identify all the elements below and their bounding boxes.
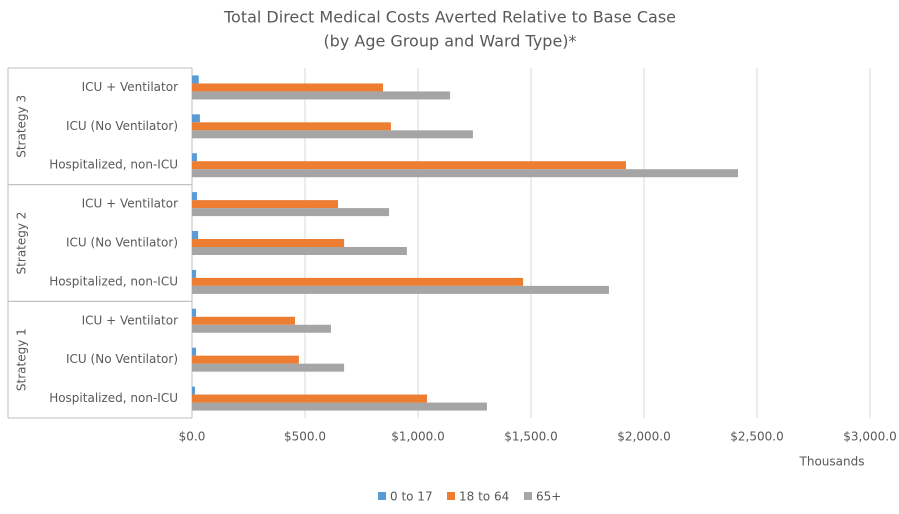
bar (192, 153, 197, 162)
bar (192, 83, 383, 92)
bar (192, 161, 626, 170)
bar (192, 192, 197, 201)
legend-label: 0 to 17 (390, 490, 433, 504)
y-tick-label: Hospitalized, non-ICU (49, 274, 178, 288)
bar (192, 394, 428, 403)
x-tick-label: $1,500.0 (504, 430, 557, 444)
bar (192, 277, 524, 286)
bar (192, 269, 197, 278)
bar (192, 355, 299, 364)
bar (192, 231, 199, 239)
bar (192, 169, 739, 178)
y-tick-label: ICU + Ventilator (82, 313, 178, 327)
bar (192, 75, 199, 84)
bar (192, 386, 195, 395)
y-tick-label: ICU (No Ventilator) (66, 236, 178, 250)
legend-swatch (524, 492, 532, 500)
bar (192, 247, 407, 255)
chart-title: Total Direct Medical Costs Averted Relat… (223, 8, 676, 27)
y-tick-label: Hospitalized, non-ICU (49, 391, 178, 405)
bar (192, 239, 345, 247)
legend-label: 65+ (536, 490, 561, 504)
bar (192, 208, 390, 217)
y-tick-label: ICU + Ventilator (82, 197, 178, 211)
bar (192, 347, 197, 356)
legend-swatch (378, 492, 386, 500)
y-tick-label: ICU + Ventilator (82, 80, 178, 94)
bar (192, 316, 296, 325)
x-tick-label: $3,000.0 (843, 430, 896, 444)
x-tick-label: $2,000.0 (617, 430, 670, 444)
bar (192, 363, 345, 372)
legend-swatch (447, 492, 455, 500)
chart-subtitle: (by Age Group and Ward Type)* (323, 32, 576, 51)
group-label: Strategy 3 (15, 95, 29, 158)
x-tick-label: $500.0 (284, 430, 326, 444)
x-axis-label: Thousands (799, 455, 865, 469)
bar (192, 130, 473, 139)
bar (192, 114, 200, 123)
legend-label: 18 to 64 (459, 490, 509, 504)
x-tick-label: $2,500.0 (730, 430, 783, 444)
bar (192, 402, 487, 411)
bar (192, 285, 609, 294)
bar (192, 308, 197, 317)
y-tick-label: Hospitalized, non-ICU (49, 158, 178, 172)
group-label: Strategy 2 (15, 212, 29, 275)
bar (192, 200, 338, 209)
bar (192, 122, 391, 131)
y-tick-label: ICU (No Ventilator) (66, 352, 178, 366)
x-tick-label: $1,000.0 (391, 430, 444, 444)
bar (192, 91, 451, 100)
y-tick-label: ICU (No Ventilator) (66, 119, 178, 133)
x-tick-label: $0.0 (179, 430, 206, 444)
bar (192, 324, 331, 333)
group-label: Strategy 1 (15, 328, 29, 391)
